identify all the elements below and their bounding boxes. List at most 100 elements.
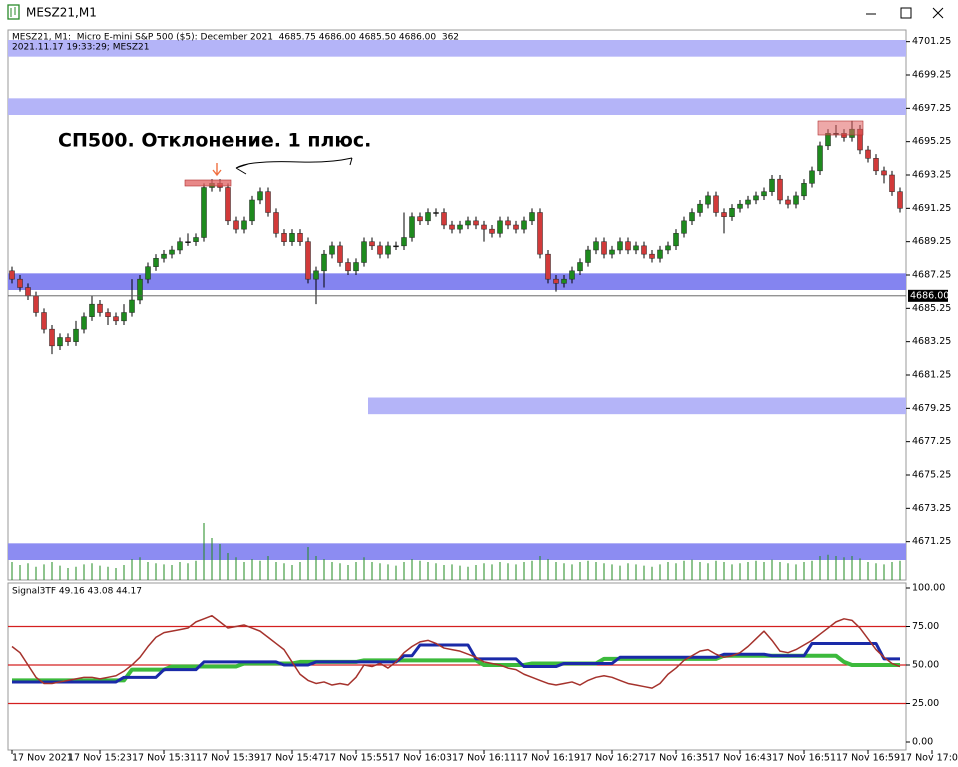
candle-body	[97, 303, 103, 313]
candle-body	[713, 195, 719, 213]
candle-body	[705, 195, 711, 205]
x-tick-label: 17 Nov 15:39	[196, 753, 260, 764]
annotation: СП500. Отклонение. 1 плюс.	[58, 130, 371, 152]
candle-body	[89, 303, 95, 317]
y-tick-label: 25.00	[912, 698, 939, 709]
y-tick-label: 4671.25	[912, 536, 951, 547]
candle-body	[801, 183, 807, 197]
candle-body	[593, 241, 599, 251]
candle-body	[761, 191, 767, 197]
candle-body	[185, 241, 191, 243]
x-tick-label: 17 Nov 16:59	[836, 753, 900, 764]
candle-body	[793, 195, 799, 205]
candle-body	[441, 212, 447, 226]
x-tick-label: 17 Nov 15:31	[132, 753, 196, 764]
x-tick-label: 17 Nov 16:27	[580, 753, 644, 764]
pattern-marker	[817, 120, 864, 136]
candle-body	[721, 212, 727, 217]
close-button[interactable]	[932, 7, 944, 19]
candle-body	[473, 220, 479, 226]
candle-body	[777, 178, 783, 201]
candle-body	[249, 199, 255, 222]
y-tick-label: 4689.25	[912, 236, 951, 247]
y-tick-label: 4687.25	[912, 270, 951, 281]
x-tick-label: 17 Nov 15:47	[260, 753, 324, 764]
candle-body	[465, 220, 471, 226]
candle-body	[649, 253, 655, 259]
maximize-button[interactable]	[900, 7, 912, 19]
y-tick-label: 4701.25	[912, 36, 951, 47]
candle-body	[633, 245, 639, 251]
candle-body	[17, 278, 23, 288]
candle-body	[265, 191, 271, 213]
candle-body	[329, 245, 335, 255]
candle-body	[521, 220, 527, 230]
candle-body	[105, 312, 111, 317]
y-tick-label: 4675.25	[912, 470, 951, 481]
candle-body	[601, 241, 607, 255]
x-tick-label: 17 Nov 16:19	[516, 753, 580, 764]
candle-body	[273, 212, 279, 234]
candle-body	[345, 262, 351, 272]
x-tick-label: 17 Nov 15:23	[68, 753, 132, 764]
candle-body	[785, 199, 791, 205]
chart-header: MESZ21, M1: Micro E-mini S&P 500 ($5): D…	[12, 33, 459, 43]
candle-body	[513, 224, 519, 230]
candle-body	[161, 253, 167, 259]
candle-body	[289, 233, 295, 242]
candle-body	[353, 262, 359, 272]
y-tick-label: 4683.25	[912, 336, 951, 347]
candle-body	[673, 233, 679, 247]
candle-body	[529, 212, 535, 222]
hand-arrow	[235, 157, 353, 175]
title-bar: MESZ21,M1	[7, 4, 944, 20]
window-title: MESZ21,M1	[26, 6, 97, 20]
candle-body	[545, 253, 551, 280]
candle-body	[537, 212, 543, 255]
axes: 4701.25 4699.25 4697.25 4695.25 4693.25 4691.…	[8, 36, 958, 764]
candle-body	[33, 295, 39, 313]
candle-body	[113, 316, 119, 322]
candle-body	[49, 328, 55, 347]
candle-body	[9, 270, 15, 280]
main-panel-frame	[7, 29, 907, 581]
candle-body	[737, 203, 743, 209]
candle-body	[257, 191, 263, 201]
app-icon	[7, 4, 20, 20]
candle-body	[873, 158, 879, 172]
candle-body	[369, 241, 375, 247]
x-tick-label: 17 Nov 16:03	[388, 753, 452, 764]
signal-arrow	[212, 163, 222, 177]
candle-body	[385, 245, 391, 255]
candle-body	[449, 224, 455, 230]
indicator-label: Signal3TF 49.16 43.08 44.17	[12, 587, 142, 597]
candle-body	[897, 191, 903, 209]
candle-body	[193, 237, 199, 242]
candle-body	[81, 316, 87, 330]
candle-body	[585, 249, 591, 263]
candle-body	[697, 203, 703, 213]
x-tick-label: 17 Nov 2021	[12, 753, 73, 764]
indicator-line	[12, 641, 900, 684]
candle-body	[769, 178, 775, 192]
chart-subheader: 2021.11.17 19:33:29; MESZ21	[12, 43, 150, 53]
candle-body	[233, 220, 239, 230]
y-tick-label: 4695.25	[912, 136, 951, 147]
candle-body	[657, 249, 663, 259]
candle-body	[577, 262, 583, 272]
current-price-label: 4686.00	[910, 290, 949, 301]
candle-body	[505, 220, 511, 226]
candle-body	[57, 337, 63, 347]
candle-body	[281, 233, 287, 242]
candle-body	[561, 278, 567, 284]
candle-body	[889, 174, 895, 192]
candle-body	[641, 245, 647, 255]
candle-body	[617, 241, 623, 251]
candle-body	[609, 249, 615, 255]
y-tick-label: 4697.25	[912, 103, 951, 114]
candle-body	[865, 149, 871, 159]
candle-body	[145, 266, 151, 280]
y-tick-label: 4681.25	[912, 370, 951, 381]
candle-body	[25, 287, 31, 297]
